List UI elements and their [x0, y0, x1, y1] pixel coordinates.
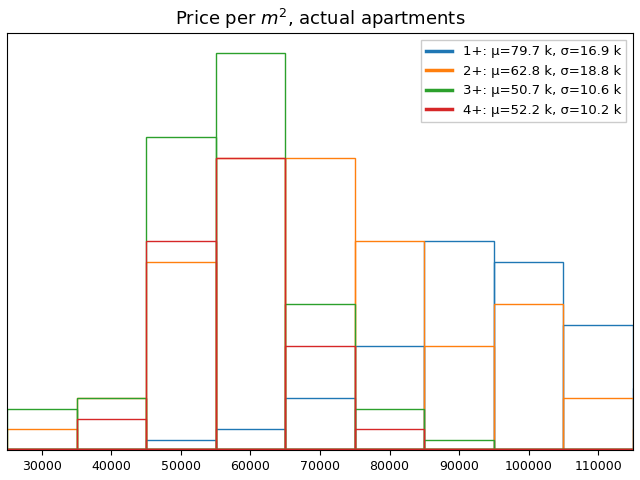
Bar	[77, 419, 146, 450]
Title: Price per $m^2$, actual apartments: Price per $m^2$, actual apartments	[175, 7, 465, 31]
Bar	[355, 241, 424, 450]
Bar	[7, 430, 77, 450]
Bar	[355, 408, 424, 450]
Bar	[285, 304, 355, 450]
Bar	[216, 158, 285, 450]
Bar	[216, 430, 285, 450]
Bar	[285, 346, 355, 450]
Bar	[424, 241, 494, 450]
Bar	[633, 430, 640, 450]
Bar	[285, 158, 355, 450]
Bar	[355, 346, 424, 450]
Bar	[146, 262, 216, 450]
Bar	[494, 262, 563, 450]
Bar	[494, 304, 563, 450]
Bar	[216, 53, 285, 450]
Bar	[77, 398, 146, 450]
Bar	[77, 398, 146, 450]
Bar	[285, 398, 355, 450]
Bar	[146, 241, 216, 450]
Bar	[146, 137, 216, 450]
Legend: 1+: μ=79.7 k, σ=16.9 k, 2+: μ=62.8 k, σ=18.8 k, 3+: μ=50.7 k, σ=10.6 k, 4+: μ=52: 1+: μ=79.7 k, σ=16.9 k, 2+: μ=62.8 k, σ=…	[420, 40, 627, 122]
Bar	[563, 325, 633, 450]
Bar	[216, 158, 285, 450]
Bar	[146, 440, 216, 450]
Bar	[633, 388, 640, 450]
Bar	[7, 408, 77, 450]
Bar	[563, 398, 633, 450]
Bar	[355, 430, 424, 450]
Bar	[424, 440, 494, 450]
Bar	[424, 346, 494, 450]
